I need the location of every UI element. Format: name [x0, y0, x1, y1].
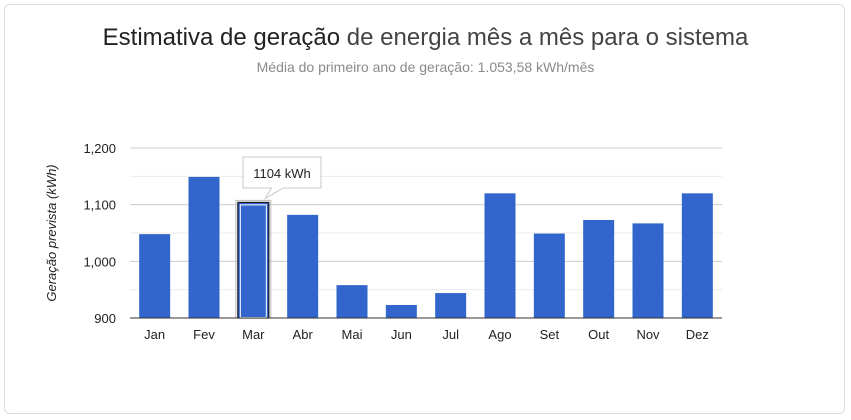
bar-mar[interactable]: [237, 201, 270, 319]
x-tick-label: Mai: [342, 327, 363, 342]
chart-title-strong: Estimativa de geração: [102, 24, 341, 51]
x-tick-label: Set: [540, 327, 560, 342]
tooltip-box: [242, 156, 322, 200]
x-tick-label: Abr: [293, 327, 314, 342]
y-axis-label: Geração prevista (kWh): [44, 164, 59, 301]
bar-fev[interactable]: [188, 176, 220, 318]
bar-jan[interactable]: [139, 234, 171, 318]
x-tick-label: Jun: [391, 327, 412, 342]
y-tick-label: 900: [94, 311, 116, 326]
y-tick-label: 1,200: [83, 141, 116, 156]
y-tick-label: 1,000: [83, 254, 116, 269]
x-tick-label: Dez: [686, 327, 709, 342]
chart-title-rest: de energia mês a mês para o sistema: [346, 24, 749, 51]
x-tick-label: Jan: [144, 327, 165, 342]
bar-nov[interactable]: [632, 223, 664, 318]
bar-abr[interactable]: [287, 214, 319, 318]
bar-jun[interactable]: [385, 304, 417, 318]
x-tick-label: Ago: [488, 327, 511, 342]
x-tick-label: Fev: [193, 327, 215, 342]
bar-mai[interactable]: [336, 285, 368, 318]
x-tick-label: Mar: [242, 327, 265, 342]
bar-out[interactable]: [583, 219, 615, 318]
chart-subtitle: Média do primeiro ano de geração: 1.053,…: [256, 59, 595, 75]
bar-set[interactable]: [533, 233, 565, 318]
y-tick-label: 1,100: [83, 198, 116, 213]
bar-ago[interactable]: [484, 193, 516, 318]
bar-dez[interactable]: [681, 193, 713, 318]
x-tick-label: Jul: [442, 327, 459, 342]
tooltip-text: 1104 kWh: [253, 166, 311, 181]
x-tick-label: Nov: [636, 327, 660, 342]
bar-jul[interactable]: [435, 293, 467, 318]
chart-title: Estimativa de geração de energia mês a m…: [0, 24, 851, 52]
x-tick-label: Out: [588, 327, 609, 342]
